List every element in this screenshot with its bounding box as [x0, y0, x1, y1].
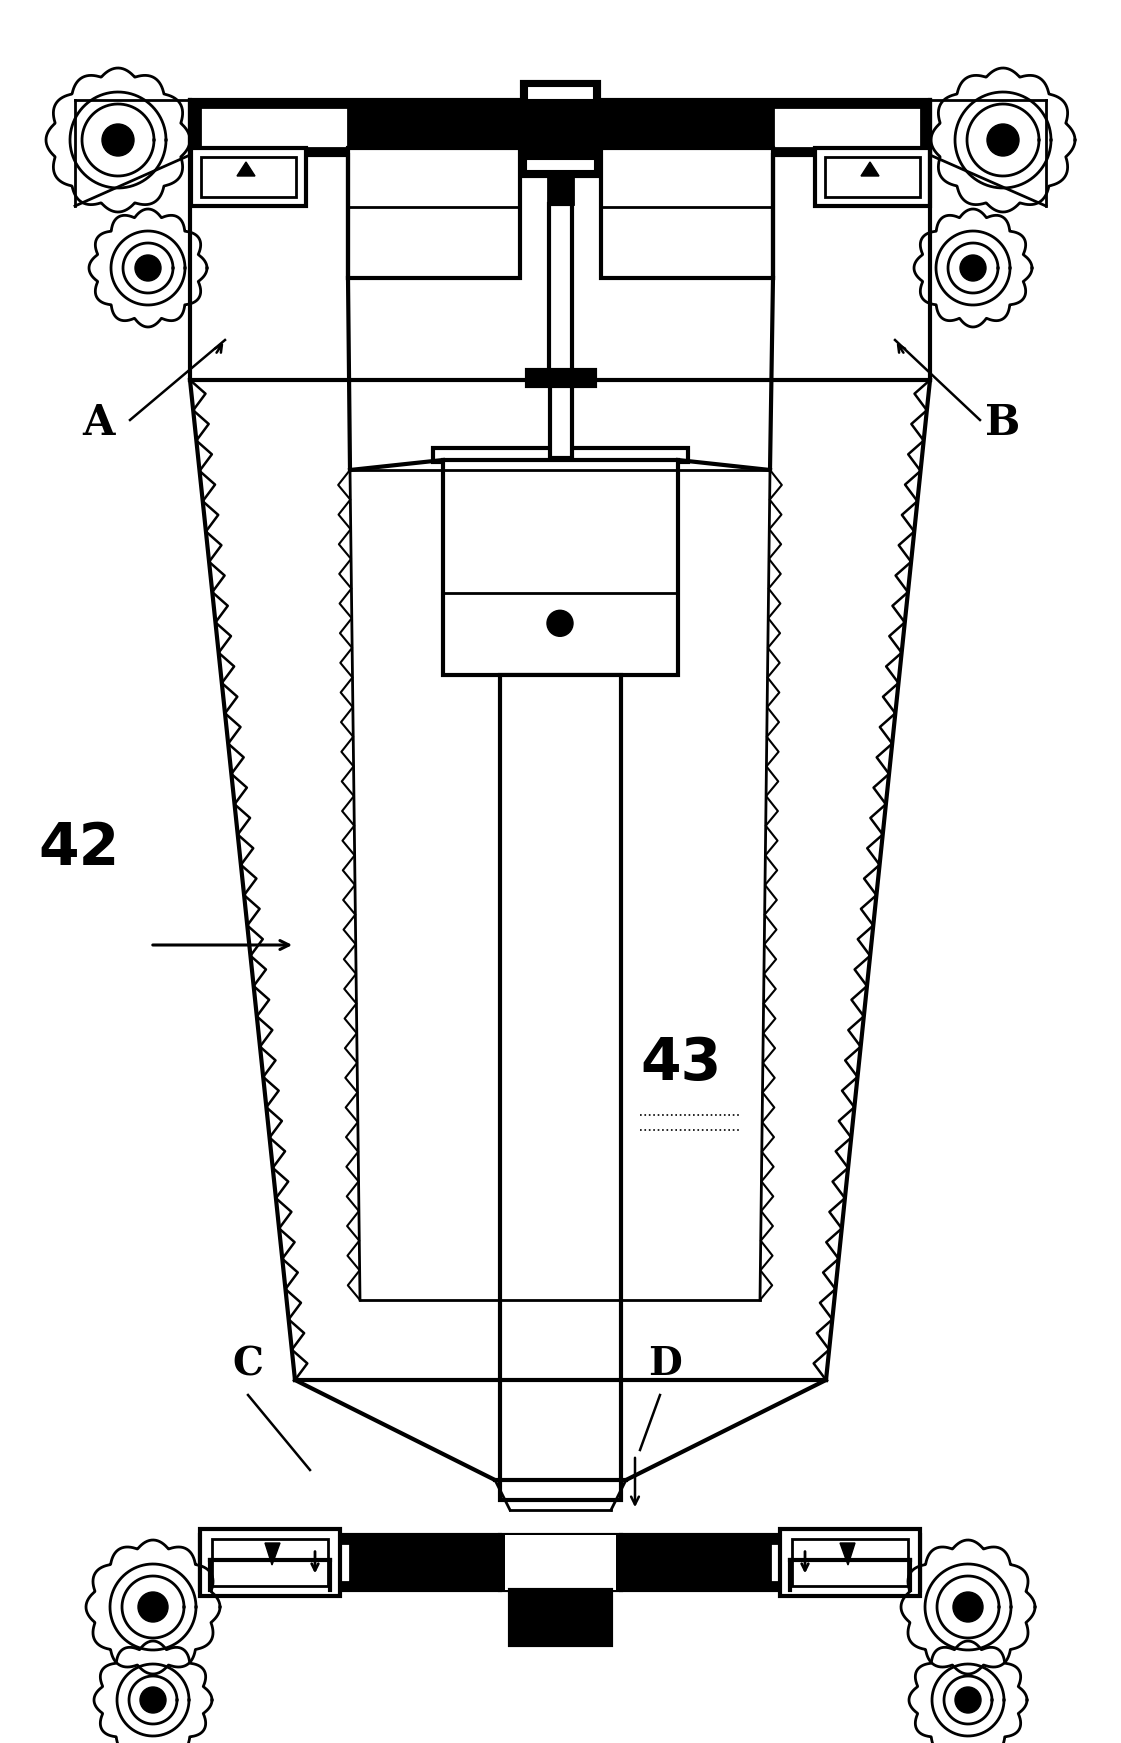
Bar: [793, 1539, 908, 1586]
Polygon shape: [840, 1543, 855, 1565]
Text: D: D: [648, 1346, 682, 1382]
Bar: [550, 385, 572, 458]
Circle shape: [953, 1591, 983, 1623]
Bar: [500, 675, 621, 1501]
Bar: [443, 460, 678, 675]
Circle shape: [986, 124, 1019, 157]
Polygon shape: [861, 162, 879, 176]
Circle shape: [140, 1687, 166, 1713]
Bar: [200, 106, 348, 148]
Bar: [527, 85, 594, 99]
Bar: [433, 448, 688, 462]
Text: A: A: [82, 403, 114, 444]
Bar: [200, 1536, 920, 1590]
Circle shape: [135, 254, 161, 281]
Bar: [527, 370, 595, 385]
Bar: [510, 1590, 611, 1645]
Bar: [189, 99, 930, 155]
Bar: [825, 157, 920, 197]
Circle shape: [102, 124, 135, 157]
Bar: [780, 1529, 920, 1597]
Bar: [785, 1548, 884, 1577]
Text: C: C: [232, 1346, 263, 1382]
Bar: [549, 204, 572, 375]
Bar: [815, 148, 930, 206]
Polygon shape: [237, 162, 254, 176]
Bar: [212, 1539, 328, 1586]
Bar: [191, 148, 306, 206]
Polygon shape: [265, 1543, 280, 1565]
Circle shape: [547, 610, 573, 636]
Bar: [526, 159, 595, 171]
Bar: [201, 157, 296, 197]
Circle shape: [138, 1591, 168, 1623]
Bar: [220, 1543, 350, 1583]
Bar: [200, 1529, 340, 1597]
Circle shape: [955, 1687, 981, 1713]
Bar: [518, 153, 603, 176]
Circle shape: [960, 254, 986, 281]
Bar: [773, 106, 921, 148]
Text: 43: 43: [640, 1035, 721, 1093]
Bar: [770, 1543, 900, 1583]
Bar: [522, 82, 599, 105]
Bar: [601, 148, 773, 277]
Text: 42: 42: [38, 819, 119, 877]
Bar: [348, 148, 520, 277]
Bar: [504, 1536, 617, 1590]
Text: B: B: [985, 403, 1020, 444]
Bar: [548, 176, 573, 204]
Bar: [235, 1548, 335, 1577]
